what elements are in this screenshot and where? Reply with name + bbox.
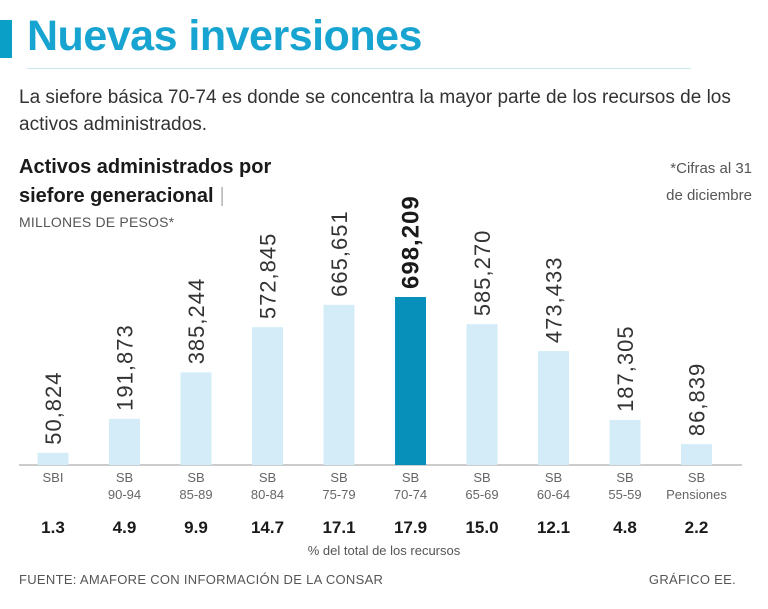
chart-title-line1: Activos administrados por [19, 156, 272, 178]
chart-title: Activos administrados por siefore genera… [19, 153, 271, 211]
value-label-5: 698,209 [398, 195, 425, 289]
value-label-2: 385,244 [184, 278, 209, 365]
category-label-9-1: Pensiones [666, 487, 727, 502]
chart-title-line2: siefore generacional [19, 185, 214, 207]
percent-label-6: 15.0 [465, 518, 498, 537]
value-label-1: 191,873 [113, 324, 138, 411]
percent-label-2: 9.9 [184, 518, 208, 537]
value-label-6: 585,270 [470, 230, 495, 317]
percent-label-8: 4.8 [613, 518, 637, 537]
value-label-3: 572,845 [256, 233, 281, 320]
percent-label-0: 1.3 [41, 518, 65, 537]
percent-caption: % del total de los recursos [307, 543, 461, 558]
category-label-4-1: 75-79 [322, 487, 355, 502]
percent-label-3: 14.7 [251, 518, 284, 537]
value-label-0: 50,824 [41, 371, 66, 444]
category-label-1-0: SB [116, 470, 133, 485]
bar-1 [109, 418, 140, 465]
chart-units-label: MILLONES DE PESOS* [19, 214, 175, 230]
bar-6 [466, 324, 498, 465]
category-label-7-0: SB [545, 470, 562, 485]
percent-label-1: 4.9 [113, 518, 137, 537]
category-label-3-1: 80-84 [251, 487, 284, 502]
bar-0 [37, 452, 69, 465]
category-label-6-0: SB [473, 470, 490, 485]
source-note: FUENTE: AMAFORE CON INFORMACIÓN DE LA CO… [19, 572, 384, 587]
chart-note-line2: de diciembre [666, 187, 752, 204]
category-label-1-1: 90-94 [108, 487, 141, 502]
category-label-0-0: SBI [43, 470, 64, 485]
bar-8 [609, 419, 641, 465]
percent-label-7: 12.1 [537, 518, 570, 537]
bar-2 [180, 372, 212, 465]
title-divider [27, 68, 691, 69]
page-subtitle: La siefore básica 70-74 es donde se conc… [19, 87, 731, 135]
bar-4 [323, 304, 355, 465]
category-label-5-0: SB [402, 470, 419, 485]
value-label-8: 187,305 [613, 325, 638, 412]
value-label-7: 473,433 [542, 257, 567, 344]
value-label-9: 86,839 [685, 363, 710, 436]
percent-label-9: 2.2 [685, 518, 709, 537]
percent-label-4: 17.1 [322, 518, 355, 537]
title-accent-bar [0, 20, 12, 58]
bar-5 [395, 297, 426, 465]
chart-title-separator: | [219, 185, 225, 207]
bar-3 [252, 327, 283, 465]
category-label-8-0: SB [616, 470, 633, 485]
category-label-8-1: 55-59 [608, 487, 641, 502]
category-label-9-0: SB [688, 470, 705, 485]
bar-7 [538, 351, 569, 465]
category-label-5-1: 70-74 [394, 487, 427, 502]
bar-9 [681, 444, 712, 465]
category-label-6-1: 65-69 [465, 487, 498, 502]
percent-label-5: 17.9 [394, 518, 427, 537]
chart-note: *Cifras al 31 de diciembre [640, 155, 752, 209]
chart-note-line1: *Cifras al 31 [670, 160, 752, 177]
category-label-7-1: 60-64 [537, 487, 570, 502]
value-label-4: 665,651 [327, 210, 352, 297]
category-label-2-1: 85-89 [179, 487, 212, 502]
graphic-credit: GRÁFICO EE. [648, 572, 736, 587]
category-label-2-0: SB [187, 470, 204, 485]
category-label-3-0: SB [259, 470, 276, 485]
page-title: Nuevas inversiones [27, 12, 422, 60]
category-label-4-0: SB [330, 470, 347, 485]
